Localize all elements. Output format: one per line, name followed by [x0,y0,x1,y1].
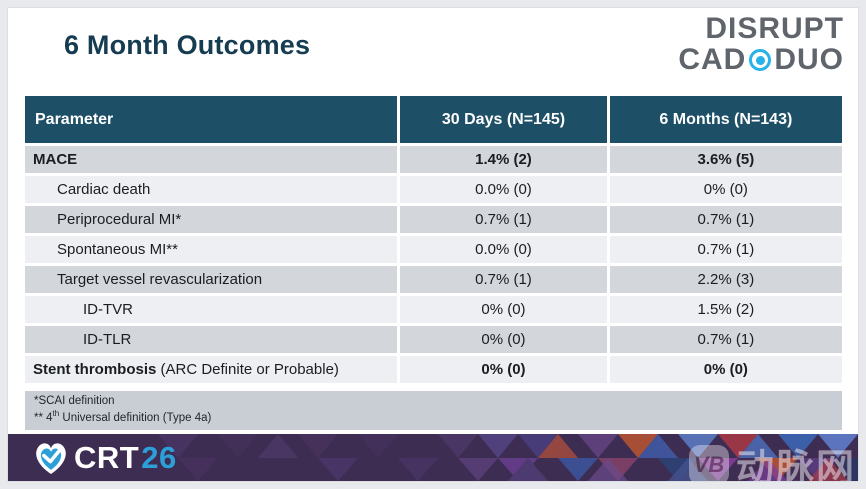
value-30-days: 0.0% (0) [400,236,607,263]
vbdata-watermark: VB 动脉网 [688,437,856,481]
vb-watermark-icon: VB [688,444,729,481]
row-label: Cardiac death [57,181,151,198]
column-header-parameter: Parameter [25,96,398,143]
footnotes-block: *SCAI definition ** 4th Universal defini… [25,391,842,430]
value-30-days: 0.0% (0) [400,176,607,203]
table-row: ID-TLR 0% (0) 0.7% (1) [25,326,842,353]
outcomes-table: Parameter 30 Days (N=145) 6 Months (N=14… [25,96,842,386]
row-label: ID-TLR [83,331,132,348]
value-6-months: 3.6% (5) [609,146,842,173]
value-6-months: 0.7% (1) [609,326,842,353]
value-30-days: 0% (0) [400,326,607,353]
logo-line-cad-duo: CAD DUO [678,45,844,75]
crt-text: CRT [74,439,140,475]
value-30-days: 0% (0) [400,356,607,383]
table-body: MACE 1.4% (2) 3.6% (5) Cardiac death 0.0… [25,146,842,383]
value-6-months: 1.5% (2) [609,296,842,323]
table-row: ID-TVR 0% (0) 1.5% (2) [25,296,842,323]
value-6-months: 0.7% (1) [609,236,842,263]
crt26-logo: CRT 26 [32,434,177,481]
table-row: MACE 1.4% (2) 3.6% (5) [25,146,842,173]
footnote-universal: ** 4th Universal definition (Type 4a) [34,408,212,424]
logo-duo-text: DUO [774,43,844,76]
column-header-30-days: 30 Days (N=145) [400,96,607,143]
row-label: MACE [33,151,78,168]
page-title: 6 Month Outcomes [64,30,311,60]
row-label-suffix: (ARC Definite or Probable) [156,361,339,378]
value-30-days: 0.7% (1) [400,206,607,233]
row-label: Target vessel revascularization [57,271,263,288]
value-30-days: 1.4% (2) [400,146,607,173]
value-6-months: 0% (0) [609,356,842,383]
row-label: Spontaneous MI** [57,241,178,258]
table-row: Spontaneous MI** 0.0% (0) 0.7% (1) [25,236,842,263]
row-label: Periprocedural MI* [57,211,182,228]
table-header-row: Parameter 30 Days (N=145) 6 Months (N=14… [25,96,842,143]
footer-bar: CRT 26 VB 动脉网 [8,434,858,481]
crt-year: 26 [141,439,177,475]
column-header-6-months: 6 Months (N=143) [609,96,842,143]
sonic-wave-circle-icon [749,49,772,71]
presentation-slide: 6 Month Outcomes DISRUPT CAD DUO Paramet… [8,8,858,481]
logo-line-disrupt: DISRUPT [705,12,844,45]
table-row: Stent thrombosis (ARC Definite or Probab… [25,356,842,383]
row-label: ID-TVR [83,301,133,318]
value-6-months: 2.2% (3) [609,266,842,293]
disrupt-cad-duo-logo: DISRUPT CAD DUO [678,14,844,75]
value-30-days: 0% (0) [400,296,607,323]
heart-icon [36,442,66,474]
table-row: Cardiac death 0.0% (0) 0% (0) [25,176,842,203]
table-row: Periprocedural MI* 0.7% (1) 0.7% (1) [25,206,842,233]
logo-cad-text: CAD [678,43,747,76]
footnote-scai: *SCAI definition [34,395,115,407]
table-row: Target vessel revascularization 0.7% (1)… [25,266,842,293]
value-6-months: 0% (0) [609,176,842,203]
value-30-days: 0.7% (1) [400,266,607,293]
watermark-text: 动脉网 [735,446,856,481]
row-label: Stent thrombosis [33,361,157,378]
triangle-mosaic-decoration [8,434,858,481]
value-6-months: 0.7% (1) [609,206,842,233]
